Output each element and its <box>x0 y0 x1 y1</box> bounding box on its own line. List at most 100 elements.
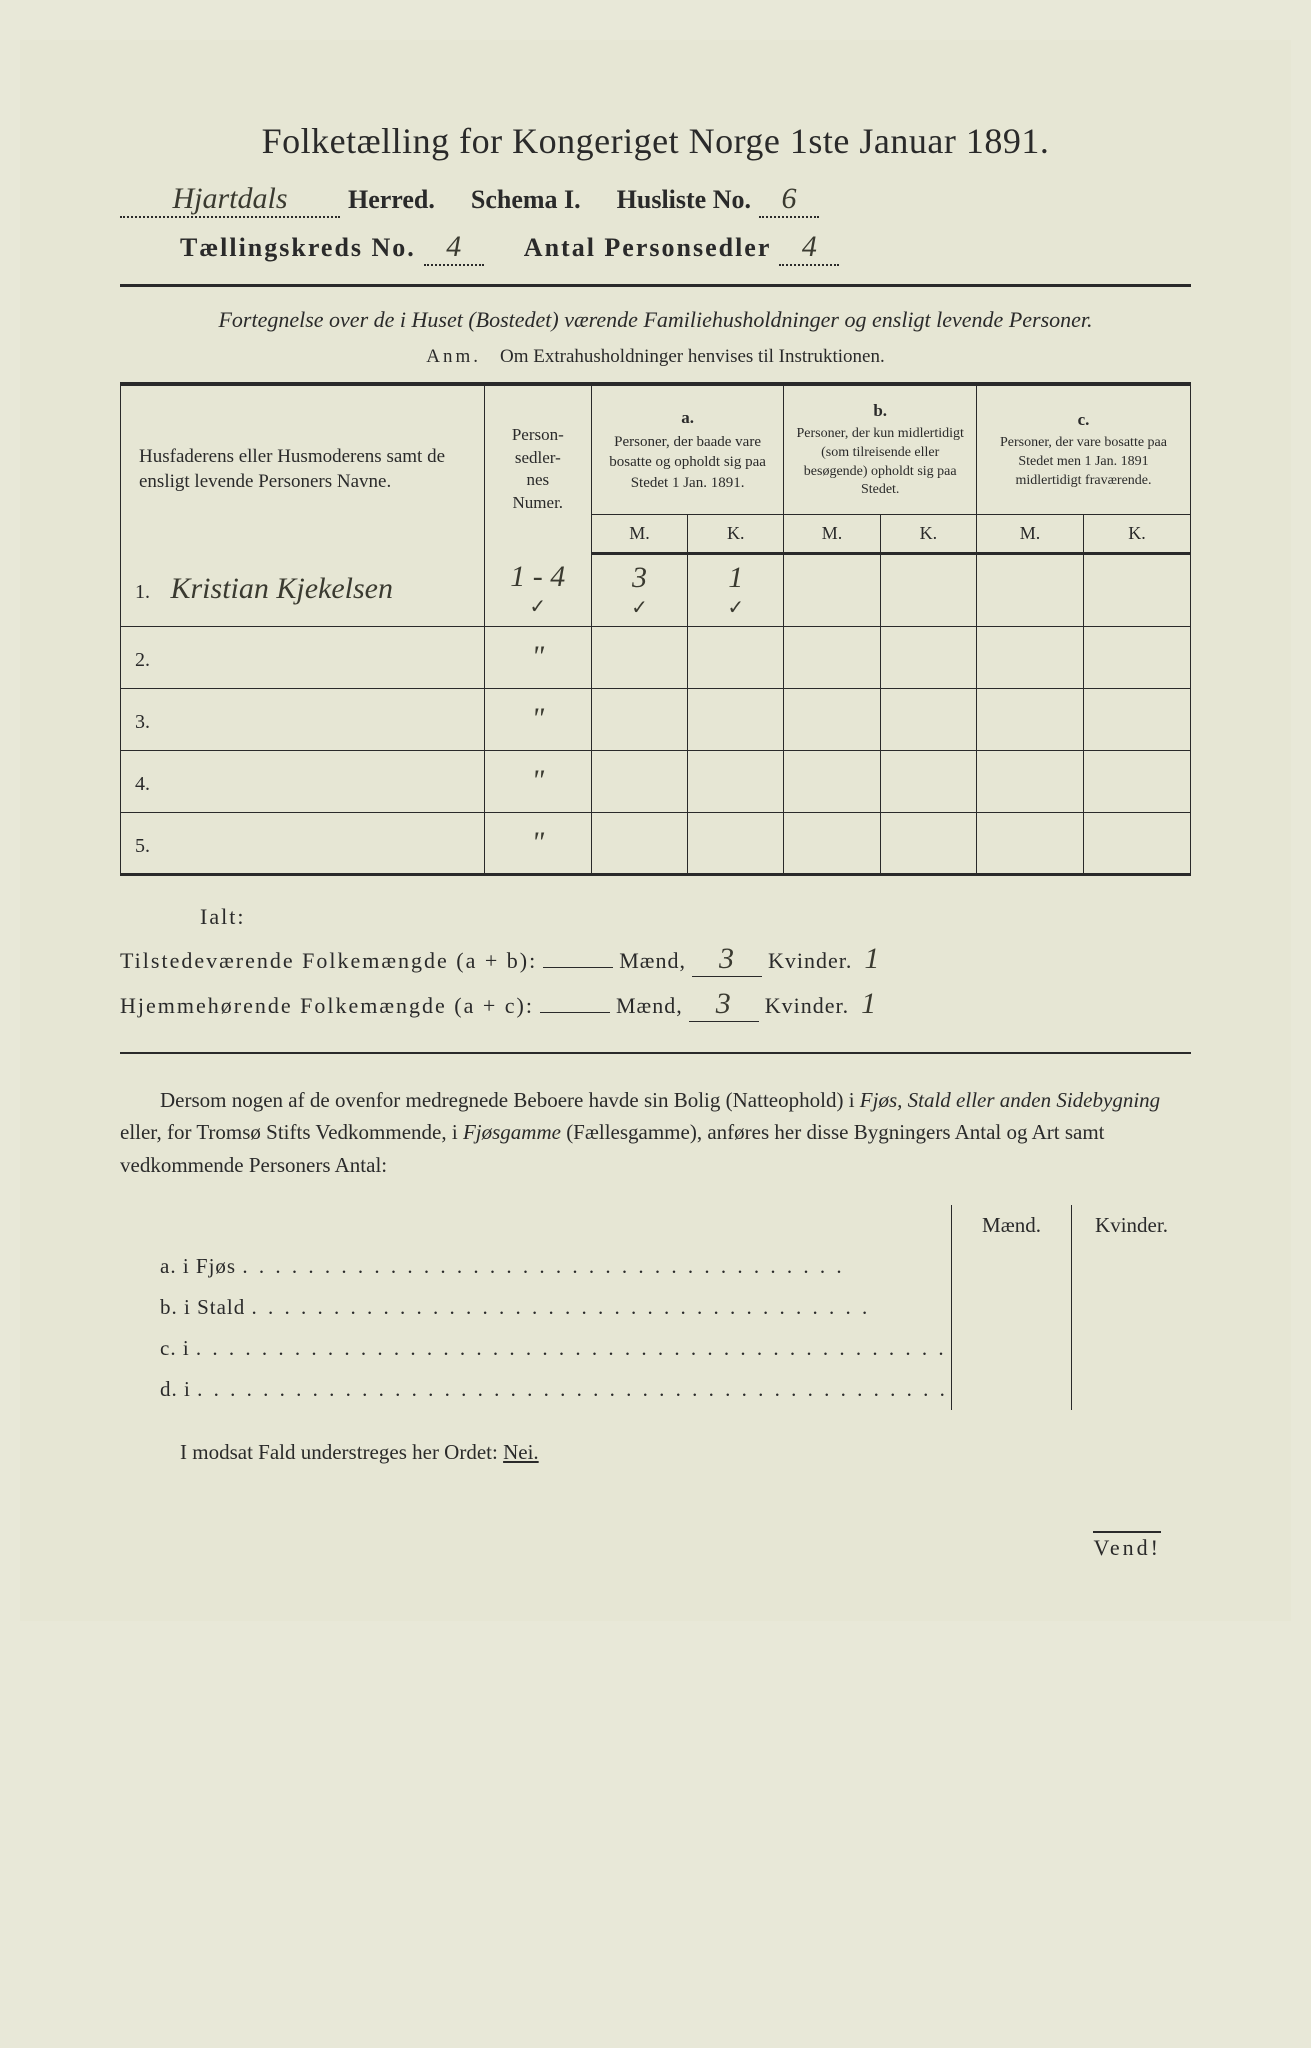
row-b-m <box>784 626 880 688</box>
row-a-m <box>591 812 687 874</box>
herred-handwritten: Hjartdals <box>120 182 340 218</box>
header-line-1: Hjartdals Herred. Schema I. Husliste No.… <box>120 182 1191 218</box>
row-c-m <box>976 750 1083 812</box>
row-name-cell: 1. Kristian Kjekelsen <box>121 553 485 626</box>
col-a: a. Personer, der baade vare bosatte og o… <box>591 384 784 515</box>
tilstede-maend: 3 <box>692 942 762 977</box>
schema-label: Schema I. <box>471 185 581 215</box>
divider-2 <box>120 1052 1191 1054</box>
sidebldg-cell-m <box>951 1328 1071 1369</box>
row-b-k <box>880 626 976 688</box>
anm-text: Om Extrahusholdninger henvises til Instr… <box>500 346 885 367</box>
row-numer: " <box>484 812 591 874</box>
row-name-cell: 5. <box>121 812 485 874</box>
row-a-m <box>591 626 687 688</box>
table-row: 2. " <box>121 626 1191 688</box>
col-b: b. Personer, der kun midlertidigt (som t… <box>784 384 977 515</box>
sidebldg-cell-m <box>951 1246 1071 1287</box>
row-a-m <box>591 750 687 812</box>
table-row: 1. Kristian Kjekelsen1 - 4✓3✓1✓ <box>121 553 1191 626</box>
subtitle: Fortegnelse over de i Huset (Bostedet) v… <box>120 305 1191 336</box>
row-name-cell: 4. <box>121 750 485 812</box>
row-numer: 1 - 4✓ <box>484 553 591 626</box>
footer-nei-line: I modsat Fald understreges her Ordet: Ne… <box>120 1440 1191 1465</box>
table-row: 5. " <box>121 812 1191 874</box>
row-numer: " <box>484 688 591 750</box>
row-b-k <box>880 812 976 874</box>
col-a-k: K. <box>688 515 784 553</box>
ialt-block: Ialt: Tilstedeværende Folkemængde (a + b… <box>120 904 1191 1022</box>
hjemme-maend: 3 <box>689 987 759 1022</box>
row-c-m <box>976 553 1083 626</box>
sidebldg-head-maend: Mænd. <box>951 1205 1071 1246</box>
vend-label: Vend! <box>120 1535 1191 1561</box>
sidebldg-cell-k <box>1071 1246 1191 1287</box>
ialt-tilstede: Tilstedeværende Folkemængde (a + b): Mæn… <box>120 942 1191 977</box>
row-c-k <box>1083 812 1190 874</box>
row-c-k <box>1083 626 1190 688</box>
row-numer: " <box>484 626 591 688</box>
row-c-m <box>976 626 1083 688</box>
table-row: 3. " <box>121 688 1191 750</box>
row-a-k <box>688 626 784 688</box>
row-a-k <box>688 812 784 874</box>
sidebldg-cell-k <box>1071 1287 1191 1328</box>
col-b-m: M. <box>784 515 880 553</box>
sidebygning-table: Mænd. Kvinder. a. i Fjøs . . . . . . . .… <box>120 1205 1191 1410</box>
tilstede-kvinder: 1 <box>858 942 886 976</box>
row-a-k <box>688 750 784 812</box>
sidebldg-row-label: c. i . . . . . . . . . . . . . . . . . .… <box>120 1328 951 1369</box>
sidebldg-head-kvinder: Kvinder. <box>1071 1205 1191 1246</box>
husliste-label: Husliste No. <box>617 185 751 215</box>
row-a-m <box>591 688 687 750</box>
census-form-page: Folketælling for Kongeriget Norge 1ste J… <box>20 40 1291 1621</box>
page-title: Folketælling for Kongeriget Norge 1ste J… <box>120 120 1191 162</box>
row-c-k <box>1083 553 1190 626</box>
col-a-m: M. <box>591 515 687 553</box>
sidebldg-cell-k <box>1071 1328 1191 1369</box>
col-c-m: M. <box>976 515 1083 553</box>
header-line-2: Tællingskreds No. 4 Antal Personsedler 4 <box>180 230 1191 266</box>
row-a-k: 1✓ <box>688 553 784 626</box>
anm-line: Anm. Om Extrahusholdninger henvises til … <box>120 346 1191 368</box>
sidebygning-paragraph: Dersom nogen af de ovenfor medregnede Be… <box>120 1084 1191 1182</box>
sidebldg-row-label: b. i Stald . . . . . . . . . . . . . . .… <box>120 1287 951 1328</box>
col-c: c. Personer, der vare bosatte paa Stedet… <box>976 384 1190 515</box>
row-c-m <box>976 812 1083 874</box>
row-c-k <box>1083 688 1190 750</box>
sidebldg-cell-m <box>951 1369 1071 1410</box>
anm-label: Anm. <box>426 346 481 367</box>
husliste-no: 6 <box>759 182 819 218</box>
row-b-m <box>784 812 880 874</box>
row-b-m <box>784 750 880 812</box>
table-row: 4. " <box>121 750 1191 812</box>
nei-word: Nei. <box>503 1440 539 1464</box>
herred-label: Herred. <box>348 185 435 215</box>
sidebldg-cell-k <box>1071 1369 1191 1410</box>
row-name-cell: 2. <box>121 626 485 688</box>
kreds-no: 4 <box>424 230 484 266</box>
sidebldg-cell-m <box>951 1287 1071 1328</box>
row-a-m: 3✓ <box>591 553 687 626</box>
row-c-k <box>1083 750 1190 812</box>
antal-label: Antal Personsedler <box>524 233 772 263</box>
col-c-k: K. <box>1083 515 1190 553</box>
row-numer: " <box>484 750 591 812</box>
sidebldg-row-label: a. i Fjøs . . . . . . . . . . . . . . . … <box>120 1246 951 1287</box>
col-numer: Person- sedler- nes Numer. <box>484 384 591 553</box>
col-names: Husfaderens eller Husmoderens samt de en… <box>121 384 485 553</box>
ialt-label: Ialt: <box>200 904 1191 930</box>
sidebldg-row-label: d. i . . . . . . . . . . . . . . . . . .… <box>120 1369 951 1410</box>
row-c-m <box>976 688 1083 750</box>
row-b-m <box>784 553 880 626</box>
ialt-hjemme: Hjemmehørende Folkemængde (a + c): Mænd,… <box>120 987 1191 1022</box>
kreds-label: Tællingskreds No. <box>180 233 416 263</box>
row-b-k <box>880 750 976 812</box>
antal-no: 4 <box>779 230 839 266</box>
hjemme-kvinder: 1 <box>855 987 883 1021</box>
divider <box>120 284 1191 287</box>
row-name-cell: 3. <box>121 688 485 750</box>
col-b-k: K. <box>880 515 976 553</box>
row-a-k <box>688 688 784 750</box>
row-b-k <box>880 688 976 750</box>
